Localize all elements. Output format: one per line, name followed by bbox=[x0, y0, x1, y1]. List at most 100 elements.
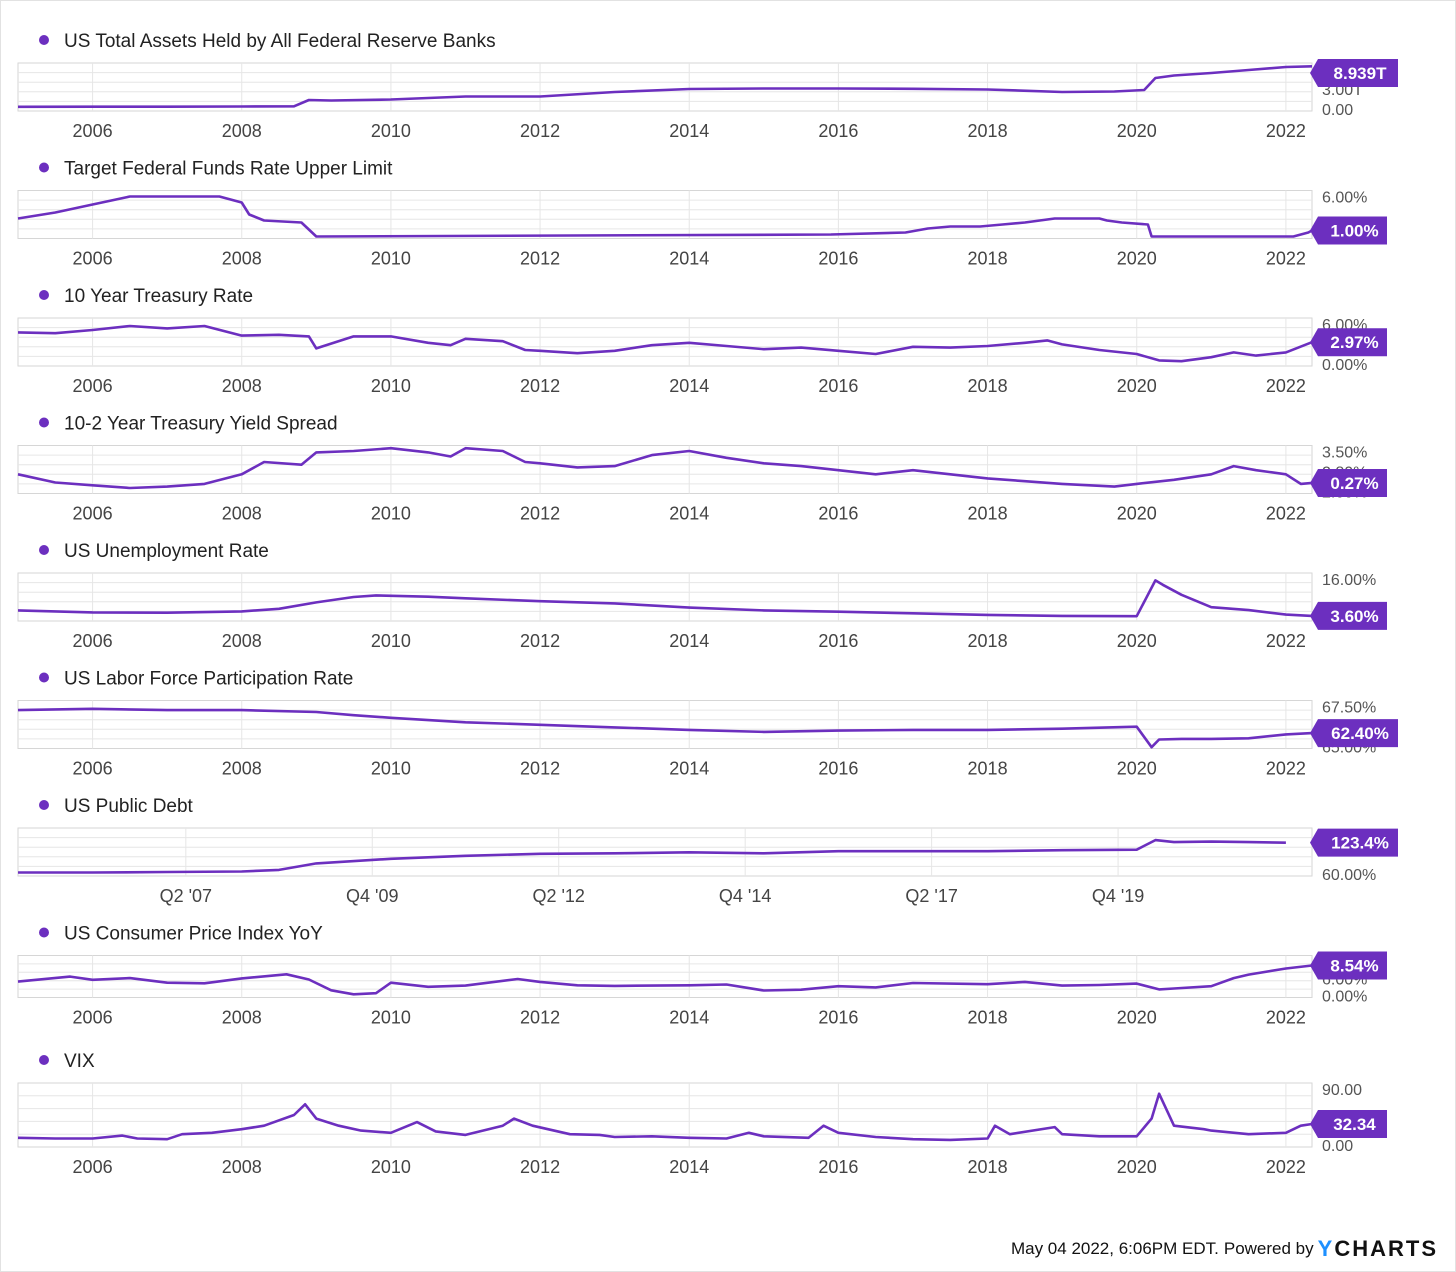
plot-frame bbox=[17, 190, 1313, 239]
x-tick-label: 2014 bbox=[669, 121, 709, 141]
series-line bbox=[18, 838, 1286, 874]
legend-dot bbox=[39, 1055, 49, 1065]
x-tick-label: 2008 bbox=[222, 249, 262, 269]
x-tick-label: 2012 bbox=[520, 121, 560, 141]
last-value-text: 8.939T bbox=[1334, 64, 1388, 83]
last-value-text: 62.40% bbox=[1331, 724, 1389, 743]
plot-frame bbox=[17, 317, 1313, 367]
ycharts-logo-y: Y bbox=[1317, 1236, 1335, 1261]
x-tick-label: 2018 bbox=[968, 1008, 1008, 1028]
x-tick-label: 2020 bbox=[1117, 1157, 1157, 1177]
chart-panel-6: US Labor Force Participation Rate 2006 200… bbox=[17, 669, 1398, 779]
x-tick-label: 2020 bbox=[1117, 504, 1157, 524]
series-line bbox=[17, 324, 1313, 363]
last-value-text: 32.34 bbox=[1333, 1115, 1376, 1134]
x-tick-label: 2016 bbox=[818, 504, 858, 524]
plot-frame bbox=[17, 1082, 1313, 1148]
footer-timestamp: May 04 2022, 6:06PM EDT. bbox=[1010, 1239, 1219, 1258]
y-tick-label: 67.50% bbox=[1322, 700, 1376, 717]
x-tick-label: 2018 bbox=[968, 759, 1008, 779]
last-value-text: 8.54% bbox=[1330, 957, 1378, 976]
y-tick-label: 0.00% bbox=[1322, 357, 1367, 374]
x-tick-label: 2008 bbox=[222, 631, 262, 651]
last-value-badge bbox=[1310, 468, 1387, 497]
x-tick-label: 2020 bbox=[1117, 631, 1157, 651]
x-tick-label: 2010 bbox=[371, 759, 411, 779]
x-tick-label: 2022 bbox=[1266, 249, 1306, 269]
y-tick-label: 60.00% bbox=[1322, 867, 1376, 884]
x-tick-label: 2018 bbox=[968, 376, 1008, 396]
x-tick-label: 2012 bbox=[520, 249, 560, 269]
x-tick-label: 2022 bbox=[1266, 376, 1306, 396]
x-tick-label: 2012 bbox=[520, 759, 560, 779]
legend-dot bbox=[39, 800, 49, 810]
y-tick-label: 3.50% bbox=[1322, 445, 1367, 462]
y-tick-label: 0.00 bbox=[1322, 1138, 1353, 1155]
x-tick-label: 2016 bbox=[818, 249, 858, 269]
x-tick-label: 2020 bbox=[1117, 121, 1157, 141]
chart-panel-1: US Total Assets Held by All Federal Rese… bbox=[17, 31, 1398, 141]
y-tick-label: 0.00% bbox=[1322, 989, 1367, 1006]
x-tick-label: 2018 bbox=[968, 504, 1008, 524]
chart-title: US Labor Force Participation Rate bbox=[64, 669, 353, 690]
last-value-badge bbox=[1310, 1110, 1387, 1139]
x-tick-label: 2006 bbox=[73, 759, 113, 779]
x-tick-label: 2010 bbox=[371, 504, 411, 524]
x-tick-label: 2008 bbox=[222, 759, 262, 779]
x-tick-label: 2014 bbox=[669, 631, 709, 651]
legend-dot bbox=[39, 162, 49, 173]
x-tick-label: 2006 bbox=[73, 1008, 113, 1028]
chart-title: Target Federal Funds Rate Upper Limit bbox=[64, 159, 393, 180]
x-tick-label: 2020 bbox=[1117, 376, 1157, 396]
series-line bbox=[17, 964, 1313, 996]
plot-frame bbox=[17, 62, 1313, 112]
x-tick-label: 2012 bbox=[520, 504, 560, 524]
ycharts-logo[interactable]: YCHARTS bbox=[1318, 1236, 1438, 1262]
series-line bbox=[17, 1092, 1313, 1142]
x-tick-label: 2018 bbox=[968, 631, 1008, 651]
x-tick-label: 2022 bbox=[1266, 759, 1306, 779]
x-tick-label: 2016 bbox=[818, 1008, 858, 1028]
last-value-text: 1.00% bbox=[1330, 222, 1378, 241]
x-tick-label: 2022 bbox=[1266, 1157, 1306, 1177]
chart-panel-7: US Public Debt Q2 '07 Q4 '09 Q2 '12 Q4 '14 Q2… bbox=[17, 796, 1398, 906]
x-tick-label: 2020 bbox=[1117, 249, 1157, 269]
x-tick-label: 2006 bbox=[73, 631, 113, 651]
x-tick-label: 2016 bbox=[818, 121, 858, 141]
footer-powered-by: Powered by bbox=[1223, 1239, 1314, 1258]
chart-panel-9: VIX 2006 2008 2010 2012 2014 2016 2018 2020 2022 9… bbox=[17, 1051, 1387, 1177]
footer: May 04 2022, 6:06PM EDT. Powered by YCHA… bbox=[1011, 1236, 1438, 1262]
x-tick-label: 2006 bbox=[73, 376, 113, 396]
x-tick-label: 2020 bbox=[1117, 759, 1157, 779]
x-tick-label: 2022 bbox=[1266, 631, 1306, 651]
last-value-badge bbox=[1310, 951, 1387, 980]
x-tick-label: 2014 bbox=[669, 1008, 709, 1028]
x-tick-label: Q4 '19 bbox=[1092, 886, 1144, 906]
chart-title: US Total Assets Held by All Federal Rese… bbox=[64, 31, 496, 52]
x-tick-label: 2008 bbox=[222, 1008, 262, 1028]
x-tick-label: 2012 bbox=[520, 1008, 560, 1028]
last-value-badge bbox=[1310, 601, 1387, 630]
series-line bbox=[17, 579, 1313, 618]
x-tick-label: Q2 '07 bbox=[160, 886, 212, 906]
chart-title: US Public Debt bbox=[64, 796, 194, 817]
x-tick-label: 2008 bbox=[222, 376, 262, 396]
x-tick-label: 2010 bbox=[371, 249, 411, 269]
legend-dot bbox=[39, 290, 49, 300]
chart-panel-3: 10 Year Treasury Rate 2006 2008 2010 2012 201… bbox=[17, 286, 1387, 396]
series-line bbox=[17, 446, 1313, 490]
x-tick-label: 2016 bbox=[818, 631, 858, 651]
x-tick-label: 2018 bbox=[968, 1157, 1008, 1177]
plot-frame bbox=[17, 445, 1313, 494]
ycharts-logo-text: CHARTS bbox=[1334, 1236, 1438, 1261]
x-tick-label: 2022 bbox=[1266, 504, 1306, 524]
last-value-badge bbox=[1310, 719, 1398, 748]
plot-frame bbox=[17, 827, 1313, 877]
x-tick-label: 2008 bbox=[222, 1157, 262, 1177]
x-tick-label: Q4 '09 bbox=[346, 886, 398, 906]
y-tick-label: 6.00% bbox=[1322, 190, 1367, 207]
x-tick-label: 2014 bbox=[669, 249, 709, 269]
chart-title: US Unemployment Rate bbox=[64, 541, 269, 562]
x-tick-label: 2014 bbox=[669, 1157, 709, 1177]
last-value-badge bbox=[1310, 59, 1398, 87]
